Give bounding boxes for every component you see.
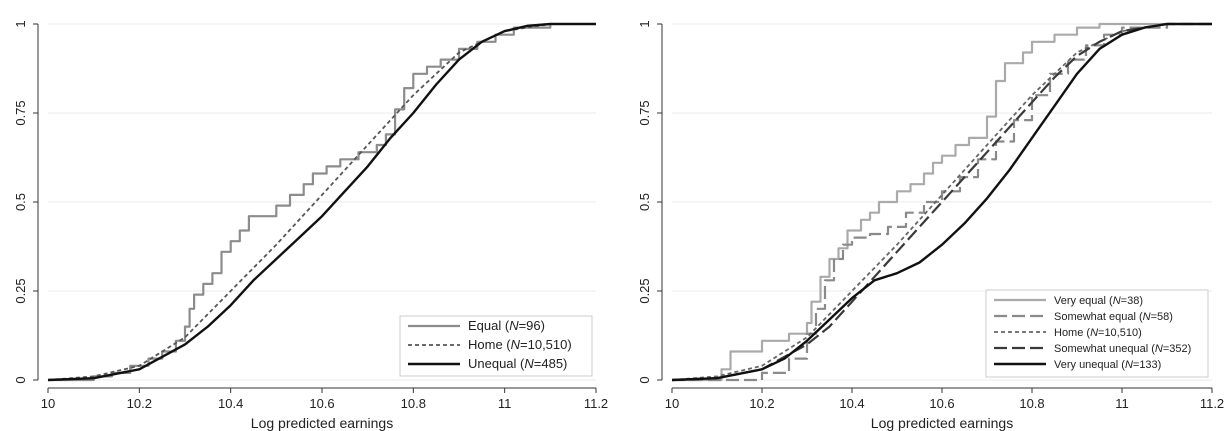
- legend-label: Very equal (N=38): [1054, 295, 1143, 307]
- y-tick-label: 1: [637, 20, 652, 27]
- legend-label: Home (N=10,510): [1054, 327, 1142, 339]
- panel-left: 0 0.25 0.5 0.75 1 10 10.2 10.4 10.6 10.8 11 11.2 Log…: [13, 20, 608, 431]
- legend-label: Very unequal (N=133): [1054, 359, 1161, 371]
- series-line: [47, 22, 596, 382]
- x-axis-title: Log predicted earnings: [251, 415, 393, 431]
- y-tick-label: 0.75: [637, 100, 652, 125]
- x-axis-title: Log predicted earnings: [871, 415, 1013, 431]
- x-tick-label: 10: [41, 396, 55, 411]
- x-tick-label: 10.6: [929, 396, 954, 411]
- series-line: [671, 23, 1212, 381]
- x-tick-label: 11: [1115, 396, 1129, 411]
- x-tick-label: 10.8: [401, 396, 426, 411]
- y-tick-label: 0.75: [13, 100, 28, 125]
- x-tick-label: 10.8: [1019, 396, 1044, 411]
- x-tick-label: 10.6: [309, 396, 334, 411]
- y-tick-label: 0.25: [637, 278, 652, 303]
- y-tick-label: 0.25: [13, 278, 28, 303]
- series-line: [48, 24, 552, 382]
- y-tick-label: 1: [13, 20, 28, 27]
- legend-label: Somewhat unequal (N=352): [1054, 343, 1191, 355]
- series-line: [47, 23, 596, 381]
- x-tick-label: 10.4: [839, 396, 864, 411]
- legend-label: Unequal (N=485): [468, 356, 567, 371]
- x-tick-label: 11.2: [584, 396, 608, 411]
- panel-right: 0 0.25 0.5 0.75 1 10 10.2 10.4 10.6 10.8 11 11.2 Log…: [637, 20, 1224, 431]
- y-tick-label: 0: [637, 376, 652, 383]
- series-line: [671, 22, 1212, 382]
- x-tick-label: 10: [665, 396, 679, 411]
- series-line: [672, 22, 1167, 382]
- legend-label: Somewhat equal (N=58): [1054, 311, 1173, 323]
- y-tick-label: 0: [13, 376, 28, 383]
- legend-label: Equal (N=96): [468, 318, 545, 333]
- x-tick-label: 10.2: [127, 396, 152, 411]
- x-tick-label: 11.2: [1200, 396, 1224, 411]
- x-tick-label: 11: [498, 396, 512, 411]
- y-tick-label: 0.5: [637, 193, 652, 211]
- y-tick-label: 0.5: [13, 193, 28, 211]
- x-tick-label: 10.4: [218, 396, 243, 411]
- series-line: [671, 22, 1212, 382]
- x-tick-label: 10.2: [749, 396, 774, 411]
- legend-label: Home (N=10,510): [468, 337, 572, 352]
- legend-box: [985, 289, 1209, 378]
